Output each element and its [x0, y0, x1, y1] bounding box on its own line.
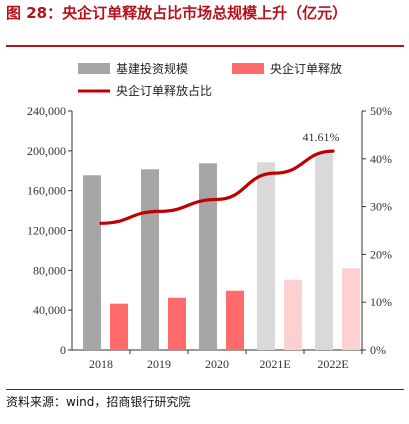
- x-tick-label: 2018: [89, 357, 113, 371]
- bar-total: [141, 169, 159, 350]
- y-right-tick-label: 10%: [370, 295, 392, 309]
- bar-soe: [168, 297, 186, 350]
- bar-total: [257, 162, 275, 350]
- y-right-tick-label: 30%: [370, 200, 392, 214]
- source-divider: [6, 389, 404, 390]
- x-tick-label: 2021E: [259, 357, 290, 371]
- y-right-tick-label: 40%: [370, 152, 392, 166]
- ratio-line-path: [99, 149, 335, 225]
- y-left-tick-label: 0: [60, 343, 66, 357]
- bar-soe: [284, 279, 302, 350]
- y-left-tick-label: 80,000: [33, 263, 66, 277]
- bar-total: [199, 163, 217, 350]
- y-left-tick-label: 160,000: [27, 184, 66, 198]
- bar-total: [83, 175, 101, 350]
- x-tick-label: 2020: [205, 357, 229, 371]
- bars: [83, 153, 360, 350]
- bar-total: [315, 153, 333, 350]
- y-left-tick-label: 120,000: [27, 224, 66, 238]
- legend: 基建投资规模 央企订单释放 央企订单释放占比: [78, 61, 342, 98]
- y-right-tick-label: 20%: [370, 247, 392, 261]
- y-left-tick-label: 200,000: [27, 144, 66, 158]
- source-note: 资料来源：wind，招商银行研究院: [6, 395, 191, 409]
- ratio-line: 41.61%: [99, 130, 340, 225]
- y-left-tick-label: 40,000: [33, 303, 66, 317]
- legend-label-soe: 央企订单释放: [270, 61, 342, 76]
- bar-soe: [342, 268, 360, 350]
- y-left-tick-label: 240,000: [27, 104, 66, 118]
- legend-label-ratio: 央企订单释放占比: [116, 83, 212, 98]
- y-right-tick-label: 50%: [370, 104, 392, 118]
- bar-soe: [226, 290, 244, 350]
- x-tick-label: 2019: [147, 357, 171, 371]
- legend-swatch-soe: [232, 63, 264, 74]
- title-divider: [6, 45, 404, 47]
- y-right-tick-label: 0%: [370, 343, 386, 357]
- legend-label-total: 基建投资规模: [116, 61, 188, 76]
- legend-swatch-total: [78, 63, 110, 74]
- ratio-annotation: 41.61%: [303, 130, 340, 144]
- bar-soe: [110, 303, 128, 350]
- chart-title: 图 28：央企订单释放占比市场总规模上升（亿元）: [6, 4, 348, 22]
- x-tick-label: 2022E: [317, 357, 348, 371]
